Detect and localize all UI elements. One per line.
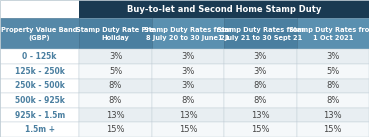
Bar <box>224 64 297 79</box>
Text: 0 - 125k: 0 - 125k <box>23 52 57 61</box>
Bar <box>0 64 79 79</box>
Bar <box>79 93 152 108</box>
Text: 8%: 8% <box>109 81 122 90</box>
Bar <box>79 49 152 64</box>
Text: Property Value Band
(GBP): Property Value Band (GBP) <box>1 27 78 41</box>
Text: Stamp Duty Rates from
1 Oct 2021: Stamp Duty Rates from 1 Oct 2021 <box>289 27 369 41</box>
Bar <box>152 64 224 79</box>
Bar <box>0 0 79 18</box>
Bar <box>79 0 369 18</box>
Text: 1.5m +: 1.5m + <box>25 125 55 134</box>
Text: 8%: 8% <box>326 96 339 105</box>
Text: 13%: 13% <box>324 111 342 120</box>
Bar <box>79 18 152 49</box>
Text: 500k - 925k: 500k - 925k <box>15 96 65 105</box>
Bar <box>0 122 79 137</box>
Bar <box>79 122 152 137</box>
Bar <box>297 93 369 108</box>
Bar <box>152 49 224 64</box>
Text: 8%: 8% <box>254 81 267 90</box>
Text: 8%: 8% <box>181 96 194 105</box>
Text: 3%: 3% <box>254 52 267 61</box>
Text: 125k - 250k: 125k - 250k <box>15 67 65 76</box>
Text: 8%: 8% <box>109 96 122 105</box>
Bar <box>297 122 369 137</box>
Bar <box>0 93 79 108</box>
Bar <box>152 79 224 93</box>
Bar <box>224 122 297 137</box>
Bar <box>297 64 369 79</box>
Bar <box>79 79 152 93</box>
Text: Stamp Duty Rates from
1 July 21 to 30 Sept 21: Stamp Duty Rates from 1 July 21 to 30 Se… <box>217 27 304 41</box>
Text: 3%: 3% <box>181 67 194 76</box>
Text: 5%: 5% <box>109 67 122 76</box>
Text: 8%: 8% <box>326 81 339 90</box>
Bar <box>0 108 79 122</box>
Text: 8%: 8% <box>254 96 267 105</box>
Bar <box>152 122 224 137</box>
Bar <box>0 49 79 64</box>
Bar <box>224 108 297 122</box>
Bar <box>224 49 297 64</box>
Text: 13%: 13% <box>179 111 197 120</box>
Bar <box>152 18 224 49</box>
Text: 15%: 15% <box>179 125 197 134</box>
Text: 3%: 3% <box>181 81 194 90</box>
Bar <box>152 108 224 122</box>
Text: 13%: 13% <box>251 111 270 120</box>
Bar <box>224 93 297 108</box>
Text: 15%: 15% <box>106 125 125 134</box>
Bar <box>224 18 297 49</box>
Text: 15%: 15% <box>251 125 270 134</box>
Text: 925k - 1.5m: 925k - 1.5m <box>14 111 65 120</box>
Text: 15%: 15% <box>324 125 342 134</box>
Text: 13%: 13% <box>106 111 125 120</box>
Text: 5%: 5% <box>326 67 339 76</box>
Bar <box>79 108 152 122</box>
Bar <box>224 79 297 93</box>
Text: 3%: 3% <box>109 52 122 61</box>
Text: Stamp Duty Rate Pre
Holiday: Stamp Duty Rate Pre Holiday <box>76 27 155 41</box>
Bar <box>0 79 79 93</box>
Bar <box>152 93 224 108</box>
Text: Stamp Duty Rates from
8 July 20 to 30 June 21: Stamp Duty Rates from 8 July 20 to 30 Ju… <box>144 27 231 41</box>
Bar <box>0 18 79 49</box>
Text: 250k - 500k: 250k - 500k <box>15 81 65 90</box>
Text: Buy-to-let and Second Home Stamp Duty: Buy-to-let and Second Home Stamp Duty <box>127 5 321 14</box>
Bar <box>79 64 152 79</box>
Text: 3%: 3% <box>254 67 267 76</box>
Bar <box>297 108 369 122</box>
Text: 3%: 3% <box>181 52 194 61</box>
Text: 3%: 3% <box>326 52 339 61</box>
Bar <box>297 49 369 64</box>
Bar <box>297 18 369 49</box>
Bar <box>297 79 369 93</box>
